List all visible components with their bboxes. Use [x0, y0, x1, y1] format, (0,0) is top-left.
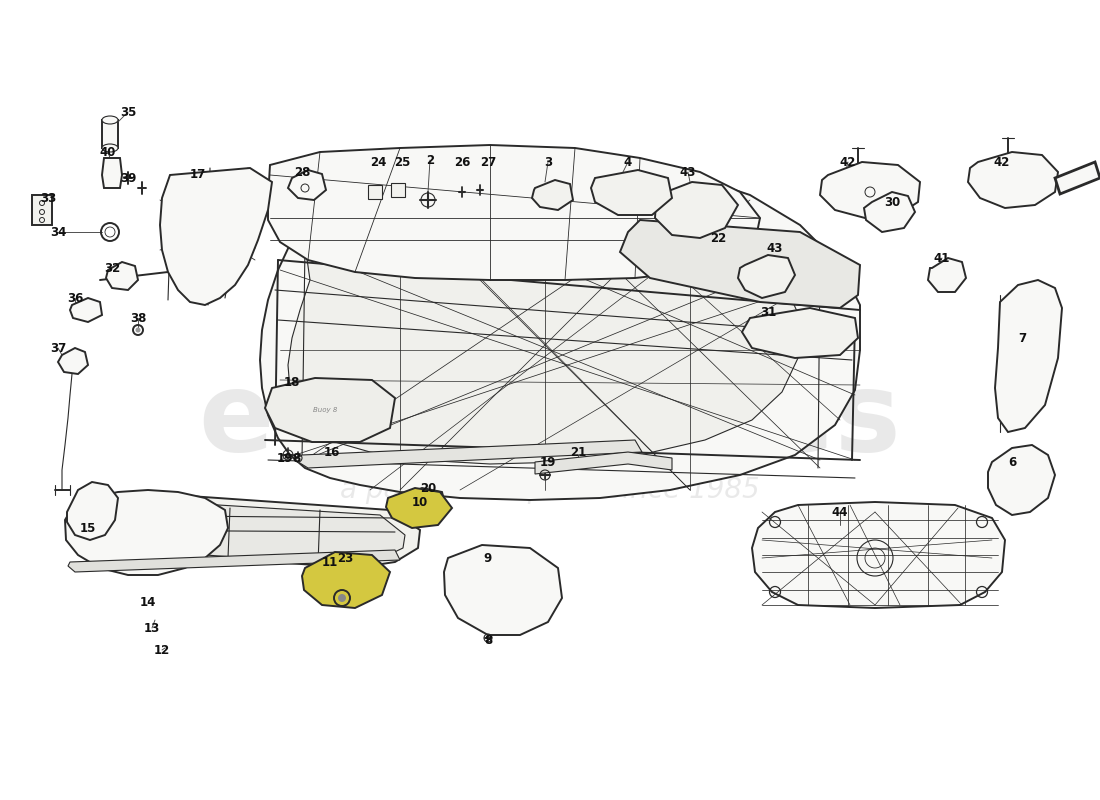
Polygon shape: [65, 490, 228, 575]
Text: 6: 6: [1008, 455, 1016, 469]
Text: 19: 19: [540, 455, 557, 469]
Polygon shape: [1055, 162, 1100, 194]
Text: 36: 36: [67, 291, 84, 305]
Text: 9: 9: [484, 551, 492, 565]
Text: eurospares: eurospares: [199, 366, 901, 474]
Text: 22: 22: [710, 231, 726, 245]
Text: 13: 13: [144, 622, 161, 634]
Text: 3: 3: [543, 155, 552, 169]
Text: 43: 43: [680, 166, 696, 178]
Polygon shape: [968, 152, 1058, 208]
Polygon shape: [295, 440, 642, 468]
Polygon shape: [67, 482, 118, 540]
Polygon shape: [820, 162, 920, 218]
Text: 4: 4: [624, 155, 632, 169]
Text: 14: 14: [140, 595, 156, 609]
Text: 8: 8: [292, 451, 300, 465]
Polygon shape: [260, 152, 860, 500]
Text: 16: 16: [323, 446, 340, 458]
Polygon shape: [302, 552, 390, 608]
Text: 32: 32: [103, 262, 120, 274]
Text: 21: 21: [570, 446, 586, 458]
Ellipse shape: [102, 116, 118, 124]
Polygon shape: [532, 180, 573, 210]
Text: 35: 35: [120, 106, 136, 118]
Text: 34: 34: [50, 226, 66, 238]
Polygon shape: [68, 495, 420, 568]
Polygon shape: [32, 195, 52, 225]
Polygon shape: [988, 445, 1055, 515]
Polygon shape: [265, 378, 395, 442]
Text: 30: 30: [884, 195, 900, 209]
Text: 7: 7: [1018, 331, 1026, 345]
Polygon shape: [928, 258, 966, 292]
Polygon shape: [70, 298, 102, 322]
Polygon shape: [535, 452, 672, 474]
Text: a passion for parts since 1985: a passion for parts since 1985: [340, 476, 760, 504]
Text: 43: 43: [767, 242, 783, 254]
Polygon shape: [996, 280, 1062, 432]
Polygon shape: [444, 545, 562, 635]
Text: 38: 38: [130, 311, 146, 325]
Text: 31: 31: [760, 306, 777, 318]
Polygon shape: [106, 262, 138, 290]
Polygon shape: [864, 192, 915, 232]
Polygon shape: [591, 170, 672, 215]
Polygon shape: [396, 488, 446, 520]
Polygon shape: [742, 308, 858, 358]
Text: 39: 39: [120, 171, 136, 185]
Text: 28: 28: [294, 166, 310, 178]
Text: 11: 11: [322, 555, 338, 569]
Circle shape: [338, 594, 346, 602]
Polygon shape: [74, 502, 405, 564]
Text: 42: 42: [993, 155, 1010, 169]
Text: 26: 26: [454, 155, 470, 169]
Polygon shape: [752, 502, 1005, 608]
Text: 37: 37: [50, 342, 66, 354]
Text: 40: 40: [100, 146, 117, 158]
Text: 25: 25: [394, 155, 410, 169]
Polygon shape: [160, 168, 272, 305]
Polygon shape: [68, 550, 400, 572]
Circle shape: [135, 327, 141, 333]
Polygon shape: [102, 120, 118, 148]
Text: 10: 10: [411, 495, 428, 509]
Text: 23: 23: [337, 551, 353, 565]
Text: 15: 15: [80, 522, 96, 534]
Text: 20: 20: [420, 482, 436, 494]
Polygon shape: [390, 183, 405, 197]
Text: Buoy 8: Buoy 8: [312, 407, 338, 413]
Polygon shape: [288, 170, 326, 200]
Text: 41: 41: [934, 251, 950, 265]
Text: 18: 18: [284, 375, 300, 389]
Text: 17: 17: [190, 169, 206, 182]
Polygon shape: [386, 488, 452, 528]
Polygon shape: [620, 220, 860, 308]
Polygon shape: [288, 197, 800, 464]
Text: 12: 12: [154, 643, 170, 657]
Text: 33: 33: [40, 191, 56, 205]
Ellipse shape: [102, 144, 118, 152]
Text: 42: 42: [839, 155, 856, 169]
Polygon shape: [102, 158, 122, 188]
Text: 19: 19: [277, 451, 294, 465]
Polygon shape: [368, 185, 382, 199]
Polygon shape: [738, 255, 795, 298]
Text: 27: 27: [480, 155, 496, 169]
Text: 44: 44: [832, 506, 848, 518]
Polygon shape: [268, 145, 760, 280]
Polygon shape: [58, 348, 88, 374]
Polygon shape: [654, 182, 738, 238]
Text: 24: 24: [370, 155, 386, 169]
Text: 8: 8: [484, 634, 492, 646]
Text: 2: 2: [426, 154, 434, 166]
